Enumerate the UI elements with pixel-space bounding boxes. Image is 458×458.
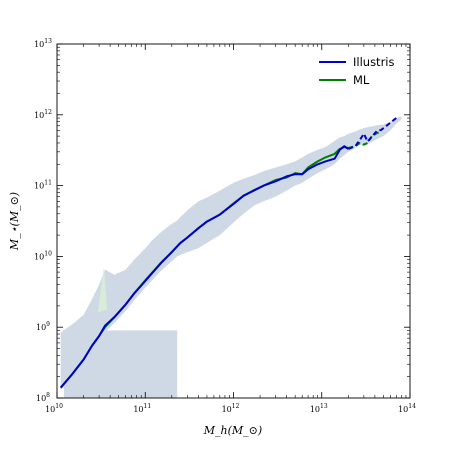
ml-band-spike bbox=[97, 267, 108, 313]
legend-label-illustris: Illustris bbox=[353, 55, 395, 69]
y-axis-label: M_⋆(M_⊙) bbox=[8, 192, 21, 251]
low-mass-band bbox=[64, 330, 178, 398]
x-tick-label: 1011 bbox=[133, 403, 151, 414]
x-tick-label: 1013 bbox=[310, 403, 328, 414]
axis-labels: M_h(M_⊙) M_⋆(M_⊙) bbox=[8, 192, 262, 437]
y-tick-label: 108 bbox=[36, 392, 50, 403]
y-tick-label: 1013 bbox=[34, 38, 52, 49]
x-tick-label: 1012 bbox=[222, 403, 240, 414]
y-tick-label: 1010 bbox=[34, 250, 52, 261]
legend: Illustris ML bbox=[319, 55, 395, 87]
y-tick-label: 1011 bbox=[34, 180, 52, 191]
x-axis-label: M_h(M_⊙) bbox=[203, 424, 262, 437]
series-line-illustris bbox=[59, 145, 349, 389]
y-tick-label: 109 bbox=[36, 321, 50, 332]
series-line-illustris-dashed bbox=[347, 116, 400, 150]
tick-labels: 1010 1011 1012 1013 1014 108 109 1010 1011 1012 10… bbox=[34, 38, 416, 414]
legend-label-ml: ML bbox=[353, 73, 370, 87]
series-lines bbox=[59, 116, 400, 389]
axis-ticks bbox=[56, 43, 411, 399]
plot-area bbox=[56, 43, 411, 399]
y-tick-label: 1012 bbox=[34, 109, 52, 120]
x-tick-label: 1014 bbox=[398, 403, 416, 414]
x-tick-label: 1010 bbox=[45, 403, 63, 414]
